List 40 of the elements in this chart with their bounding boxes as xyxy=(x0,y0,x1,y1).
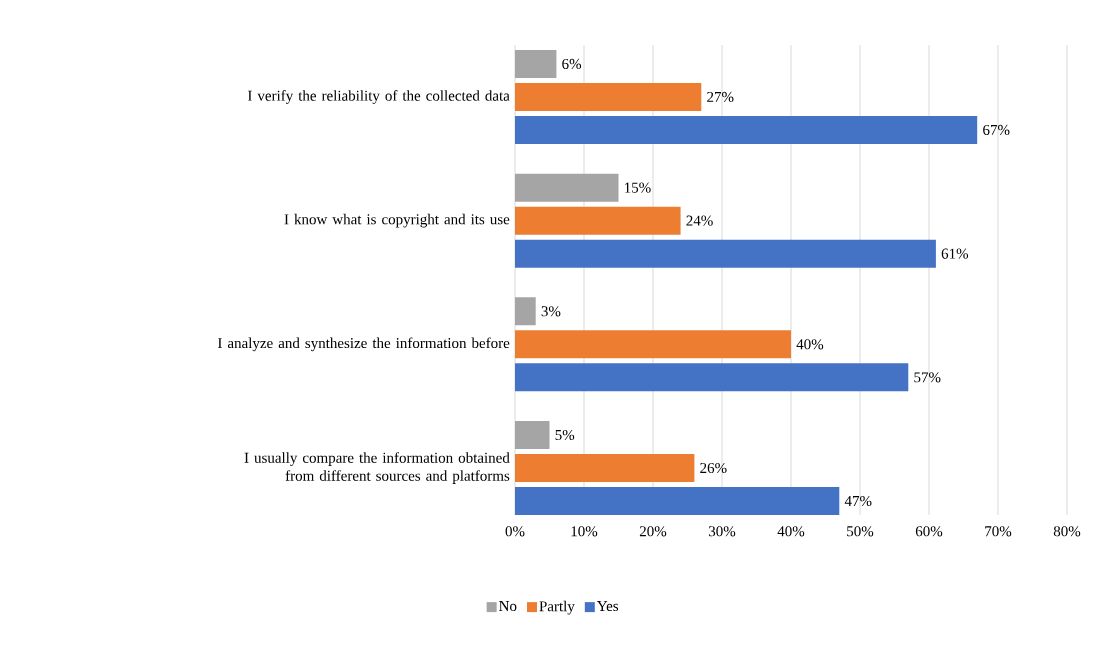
bar xyxy=(515,330,791,359)
x-tick-label: 70% xyxy=(985,526,1012,537)
bar xyxy=(515,49,557,78)
bar xyxy=(515,421,550,449)
bar xyxy=(515,82,702,111)
bar xyxy=(515,239,936,268)
y-tick-label: I verify the reliability of the collected data xyxy=(247,90,510,104)
data-label: 47% xyxy=(844,495,872,507)
data-label: 15% xyxy=(625,182,651,193)
data-label: 67% xyxy=(983,124,1010,136)
bar xyxy=(515,206,681,235)
y-tick-label: I know what is copyright and its use xyxy=(284,213,510,228)
bar xyxy=(515,487,840,515)
bar xyxy=(515,363,909,392)
bar xyxy=(515,173,619,202)
y-tick-label: I usually compare the information obtained from different sources and platforms xyxy=(244,452,510,484)
legend-label: No xyxy=(499,601,517,612)
data-label: 5% xyxy=(555,429,575,441)
bar xyxy=(515,115,978,144)
x-tick-label: 20% xyxy=(639,526,667,537)
bar xyxy=(515,297,536,326)
bar xyxy=(515,454,695,482)
data-label: 27% xyxy=(707,91,734,103)
legend-label: Partly xyxy=(539,600,575,615)
x-tick-label: 40% xyxy=(777,526,805,537)
x-tick-label: 30% xyxy=(708,526,736,537)
x-tick-label: 50% xyxy=(847,526,874,537)
x-tick-label: 10% xyxy=(571,526,598,537)
data-label: 57% xyxy=(914,372,941,383)
data-label: 3% xyxy=(541,306,561,317)
data-label: 24% xyxy=(686,215,713,226)
legend-label: Yes xyxy=(596,601,619,612)
data-label: 6% xyxy=(562,58,582,70)
data-label: 26% xyxy=(700,462,727,474)
x-tick-label: 80% xyxy=(1053,526,1081,537)
data-label: 40% xyxy=(796,339,824,350)
x-tick-label: 0% xyxy=(505,526,525,537)
x-tick-label: 60% xyxy=(915,526,943,537)
data-label: 61% xyxy=(941,248,969,259)
y-tick-label: I analyze and synthesize the information before xyxy=(217,337,510,352)
